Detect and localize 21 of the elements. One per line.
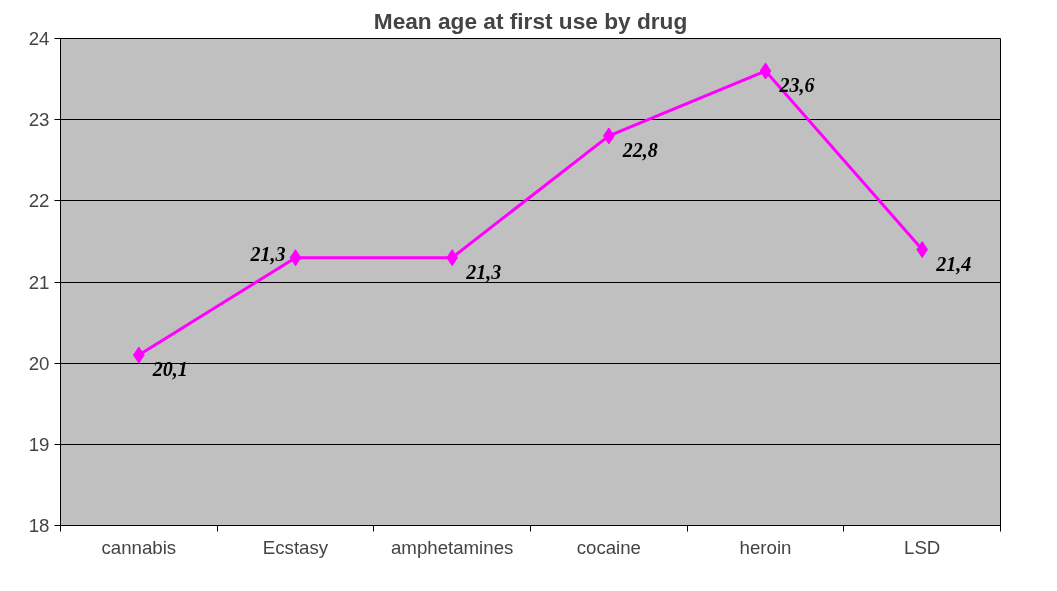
y-tick-label: 19	[28, 433, 50, 455]
data-label: 21,3	[465, 260, 502, 283]
point	[759, 62, 772, 80]
data-label: 23,6	[778, 73, 815, 96]
x-tick-label: cocaine	[576, 536, 641, 558]
x-tick-label: Ecstasy	[262, 536, 329, 558]
data-label: 21,4	[935, 252, 972, 275]
y-tick-label: 20	[28, 352, 50, 374]
point	[289, 249, 302, 267]
y-tick-label: 18	[28, 515, 50, 536]
y-tick-label: 21	[28, 271, 50, 293]
data-label: 21,3	[249, 242, 286, 265]
x-tick-label: LSD	[904, 536, 941, 558]
x-tick-label: amphetamines	[390, 536, 514, 558]
y-tick-label: 22	[28, 190, 50, 212]
chart-title: Mean age at first use by drug	[373, 7, 688, 34]
x-tick-label: heroin	[739, 536, 792, 558]
y-tick-label: 23	[28, 109, 50, 131]
x-tick-label: cannabis	[101, 536, 177, 558]
data-label: 22,8	[621, 138, 658, 161]
y-tick-label: 24	[28, 28, 50, 49]
